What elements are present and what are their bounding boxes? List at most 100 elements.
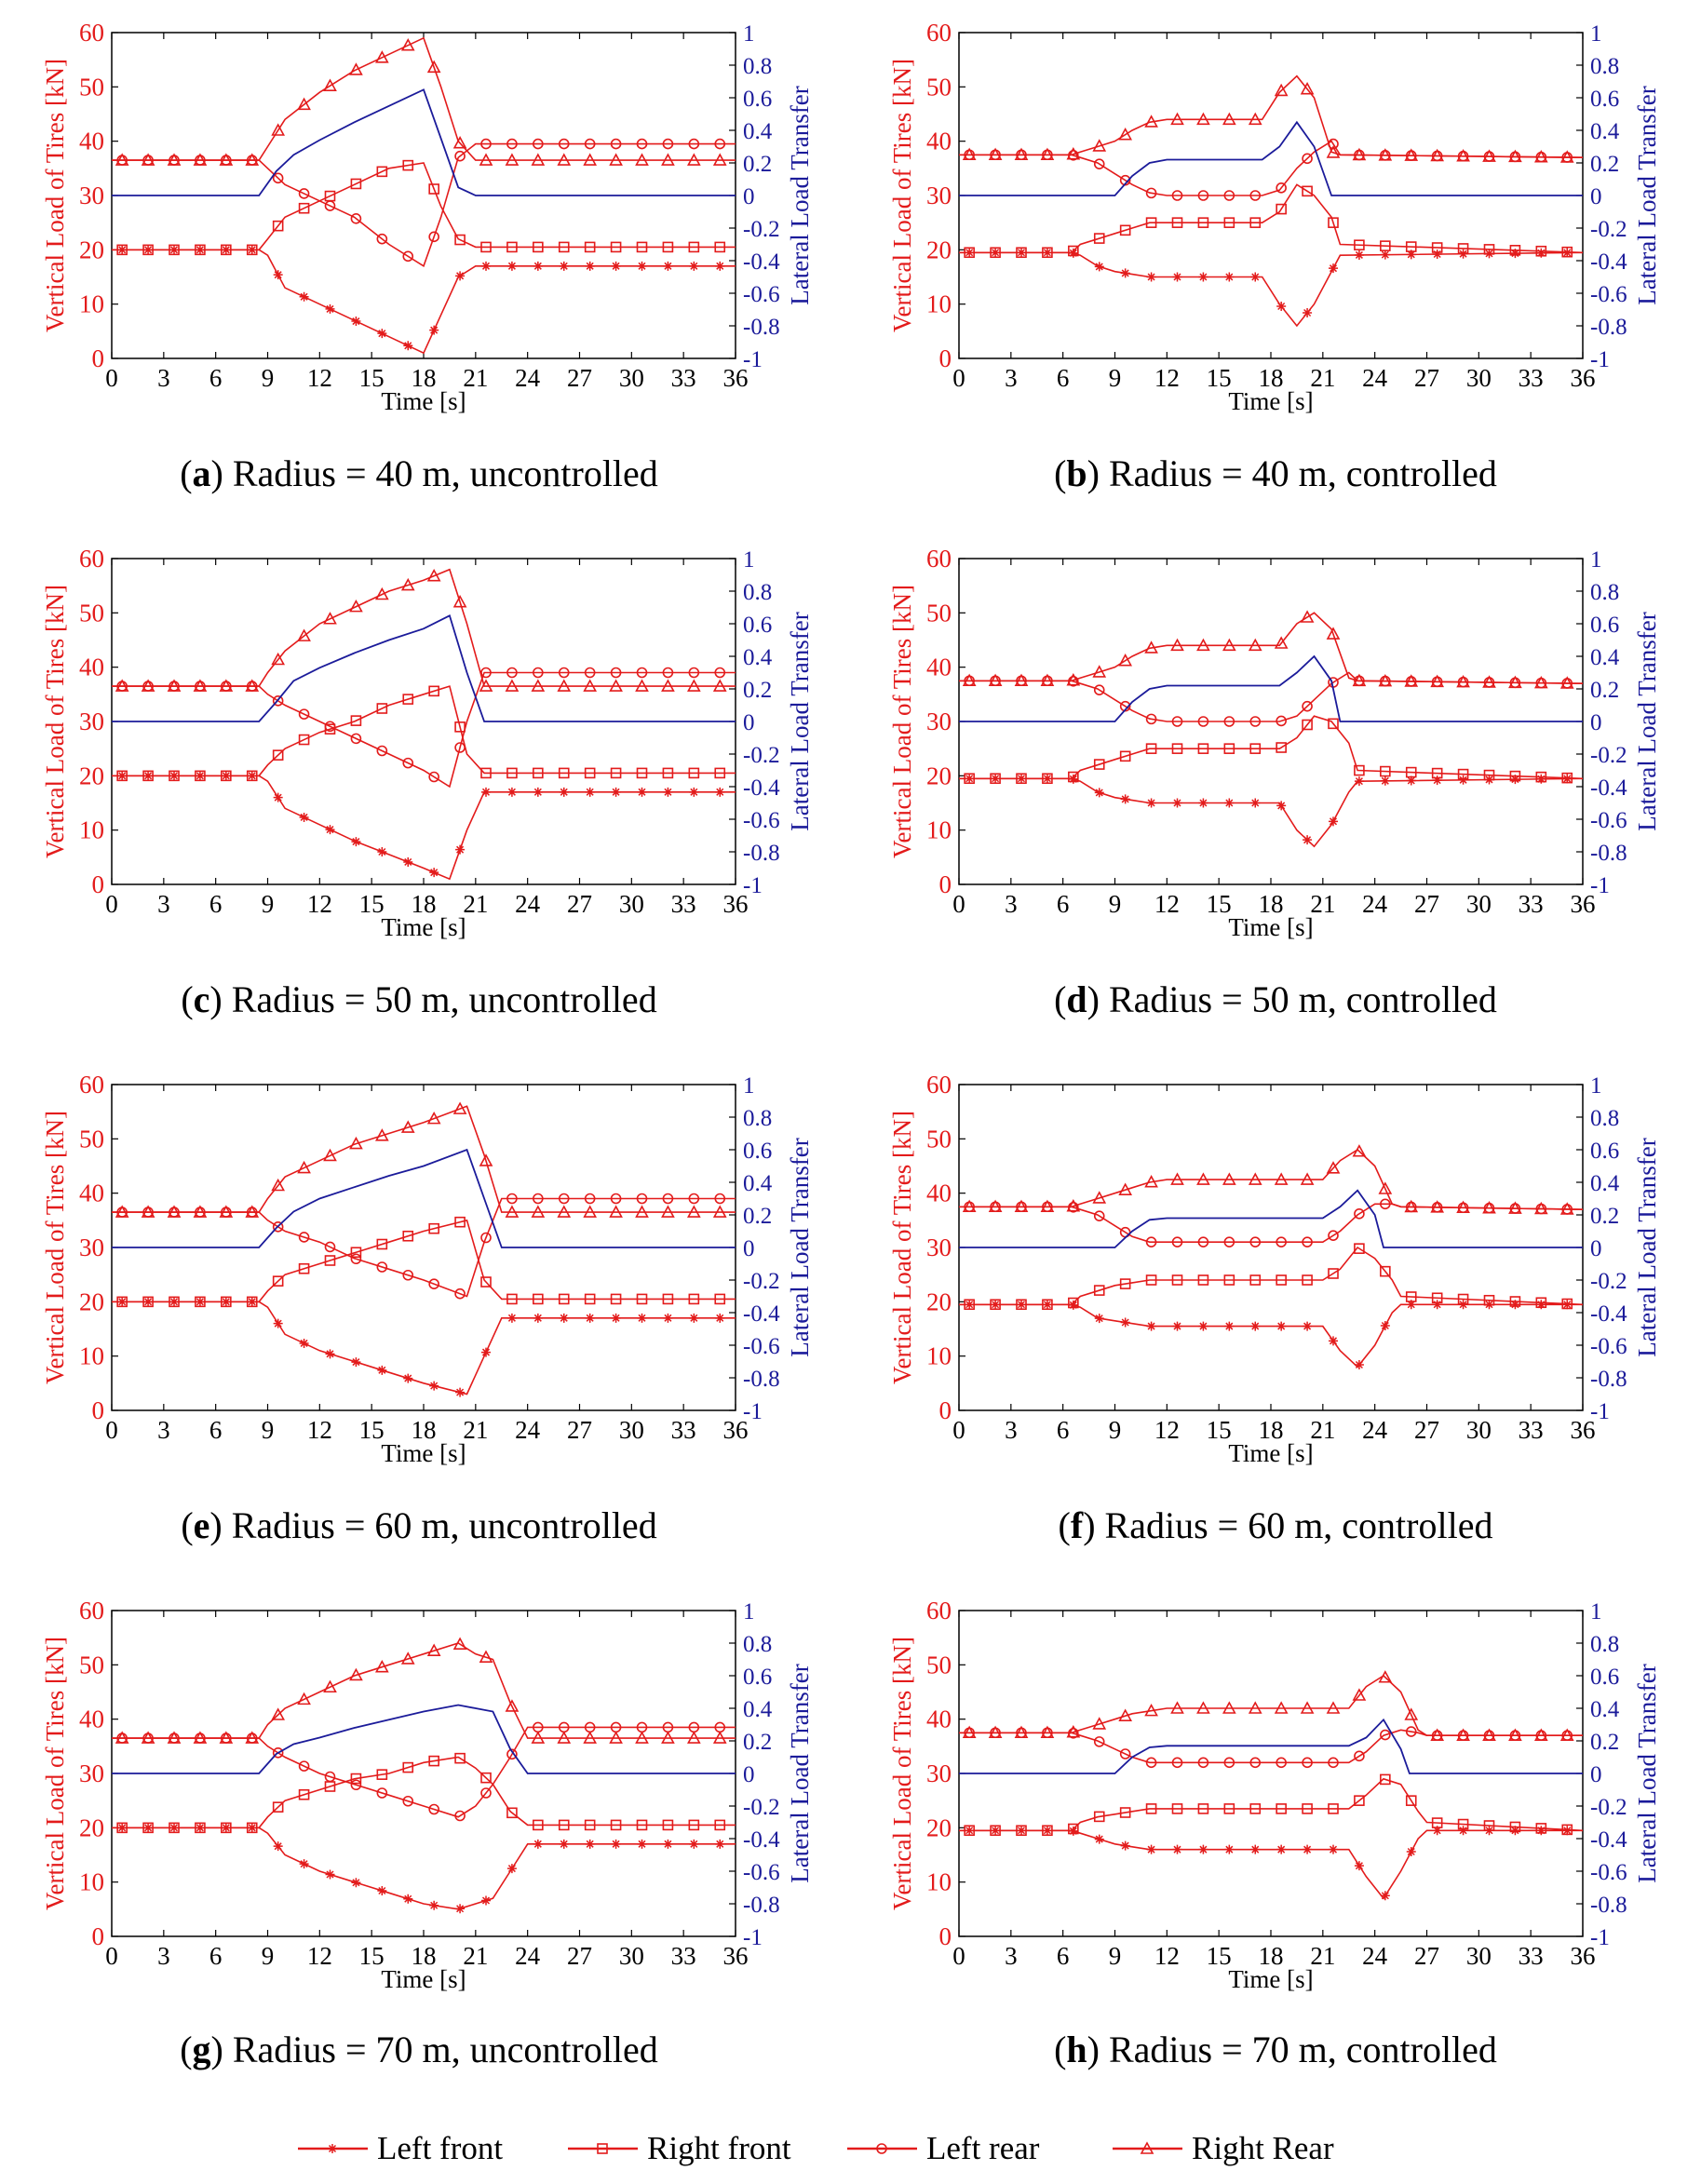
data-point — [1249, 1274, 1262, 1286]
y-axis-label: Vertical Load of Tires [kN] — [888, 1111, 916, 1384]
data-point — [1303, 308, 1313, 317]
data-point — [480, 1772, 492, 1784]
series-left-front — [112, 771, 736, 881]
data-point — [1302, 1803, 1313, 1814]
data-point — [584, 667, 596, 679]
legend-marker — [1140, 2141, 1154, 2154]
data-point — [1405, 1795, 1417, 1806]
data-point — [428, 1222, 439, 1234]
data-point — [1145, 187, 1157, 199]
data-point — [1040, 147, 1055, 161]
data-point — [1380, 240, 1391, 251]
data-point — [1432, 1826, 1442, 1836]
data-point — [1302, 1236, 1313, 1247]
data-point — [558, 138, 570, 150]
y-tick-label: 20 — [926, 1287, 952, 1315]
data-point — [585, 1313, 595, 1323]
data-point — [246, 1296, 258, 1308]
x-tick-label: 21 — [463, 1416, 488, 1444]
x-tick-label: 3 — [1005, 1942, 1018, 1970]
x-axis: 0 3 6 9 12 15 18 21 24 27 30 33 36 — [105, 1611, 749, 1970]
y2-axis-label: Lateral Load Transfer — [1633, 1138, 1661, 1356]
data-point — [298, 188, 310, 199]
data-point — [1197, 1274, 1209, 1286]
data-point — [506, 261, 517, 271]
y-tick-label: 20 — [926, 762, 952, 789]
data-point — [688, 1293, 700, 1305]
data-point — [1042, 773, 1053, 785]
y-axis-left: 0 10 20 30 40 50 60 — [926, 1597, 965, 1950]
data-point — [1093, 233, 1105, 244]
data-point — [688, 1193, 700, 1205]
series-line — [959, 1829, 1583, 1900]
legend-marker — [876, 2143, 887, 2154]
data-point — [585, 787, 595, 797]
series-line — [959, 671, 1584, 722]
data-point — [1222, 638, 1236, 652]
data-point — [1300, 610, 1315, 623]
data-point — [1329, 1336, 1338, 1346]
y2-tick-label: 0.6 — [1590, 613, 1619, 638]
data-point — [533, 1313, 543, 1323]
data-point — [1276, 182, 1287, 194]
data-point — [610, 1193, 622, 1205]
x-tick-label: 3 — [1005, 1416, 1018, 1444]
data-point — [402, 1795, 414, 1807]
data-point — [1303, 1321, 1313, 1331]
data-point — [324, 1241, 336, 1253]
data-point — [480, 1276, 492, 1287]
data-point — [558, 667, 570, 679]
data-point — [455, 271, 466, 281]
data-point — [609, 679, 623, 692]
data-point — [611, 1839, 621, 1849]
data-point — [1404, 148, 1419, 161]
data-point — [688, 241, 700, 253]
data-point — [1533, 1201, 1548, 1215]
series-left-front — [959, 1300, 1583, 1369]
x-axis-label: Time [s] — [1228, 1965, 1313, 1993]
data-point — [1119, 1278, 1131, 1289]
data-point — [1144, 1703, 1158, 1717]
data-point — [454, 742, 466, 753]
data-point — [1223, 716, 1235, 727]
y-tick-label: 30 — [926, 1234, 952, 1261]
y-axis-right: -1 -0.8 -0.6 -0.4 -0.2 0 0.2 0.4 0.6 0.8 1 — [1576, 1073, 1627, 1424]
y2-tick-label: -0.8 — [743, 1893, 780, 1918]
y2-tick-label: 0.2 — [1590, 1730, 1619, 1755]
data-point — [531, 1205, 546, 1218]
x-tick-label: 6 — [209, 890, 223, 918]
data-point — [1456, 1200, 1470, 1214]
x-tick-label: 36 — [723, 1942, 749, 1970]
data-point — [1404, 674, 1419, 687]
data-point — [376, 233, 388, 245]
y-tick-label: 0 — [92, 870, 105, 898]
y2-tick-label: -0.2 — [1590, 217, 1627, 242]
x-tick-label: 15 — [359, 890, 385, 918]
data-point — [505, 1699, 520, 1712]
x-tick-label: 33 — [1519, 364, 1544, 392]
series-right-front — [959, 183, 1584, 259]
data-point — [403, 1894, 413, 1904]
data-point — [426, 60, 441, 74]
data-point — [1510, 775, 1520, 785]
data-point — [452, 1637, 467, 1650]
caption-c: (c) Radius = 50 m, uncontrolled — [181, 978, 657, 1020]
data-point — [635, 1731, 649, 1744]
data-point — [1406, 1300, 1416, 1310]
x-tick-label: 18 — [412, 364, 437, 392]
data-point — [272, 749, 284, 761]
data-point — [1303, 835, 1313, 845]
y2-tick-label: 0 — [743, 1236, 755, 1261]
data-point — [1274, 83, 1289, 97]
data-point — [1276, 1236, 1287, 1247]
data-point — [1248, 638, 1262, 652]
data-point — [506, 1864, 517, 1874]
data-point — [715, 1839, 725, 1849]
data-point — [1223, 1757, 1235, 1769]
data-point — [1171, 190, 1183, 201]
x-tick-label: 9 — [262, 364, 275, 392]
y-axis-right: -1 -0.8 -0.6 -0.4 -0.2 0 0.2 0.4 0.6 0.8 1 — [1576, 1599, 1627, 1950]
series-line — [959, 1189, 1583, 1248]
